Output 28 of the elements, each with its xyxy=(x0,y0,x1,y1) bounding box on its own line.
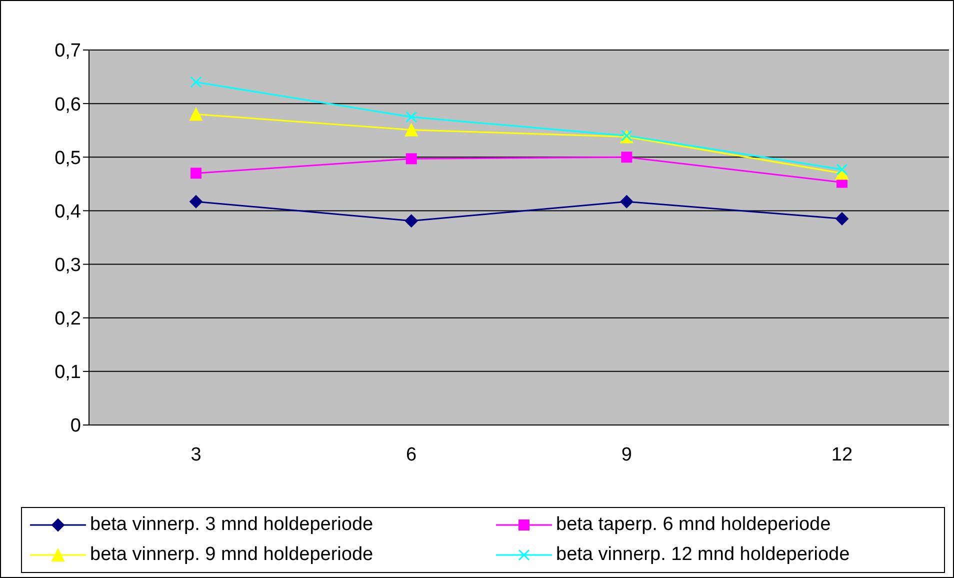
y-tick-label: 0,2 xyxy=(54,308,81,330)
point xyxy=(190,168,202,179)
point xyxy=(621,152,632,163)
x-tick-label: 9 xyxy=(621,444,632,466)
point xyxy=(190,195,202,208)
y-tick-label: 0,6 xyxy=(54,94,81,116)
y-tick-label: 0,1 xyxy=(54,362,81,384)
point xyxy=(406,111,418,123)
point xyxy=(190,108,202,121)
y-tick-label: 0 xyxy=(70,416,81,437)
y-tick-label: 0,7 xyxy=(54,40,81,62)
y-tick-label: 0,5 xyxy=(54,148,81,169)
legend-label: beta vinnerp. 3 mnd holdeperiode xyxy=(90,514,374,536)
point xyxy=(836,212,848,226)
legend-label: beta taperp. 6 mnd holdeperiode xyxy=(556,514,831,536)
x-tick-label: 6 xyxy=(406,444,417,466)
point xyxy=(190,76,202,88)
point xyxy=(404,214,418,228)
x-tick-label: 3 xyxy=(190,444,202,466)
point xyxy=(404,123,418,136)
x-tick-label: 12 xyxy=(831,444,853,466)
legend-label: beta vinnerp. 12 mnd holdeperiode xyxy=(556,544,850,566)
point xyxy=(620,195,634,208)
point xyxy=(836,164,848,176)
legend-label: beta vinnerp. 9 mnd holdeperiode xyxy=(90,544,374,566)
point xyxy=(406,153,417,164)
y-tick-label: 0,4 xyxy=(54,201,82,222)
y-tick-label: 0,3 xyxy=(54,255,81,276)
